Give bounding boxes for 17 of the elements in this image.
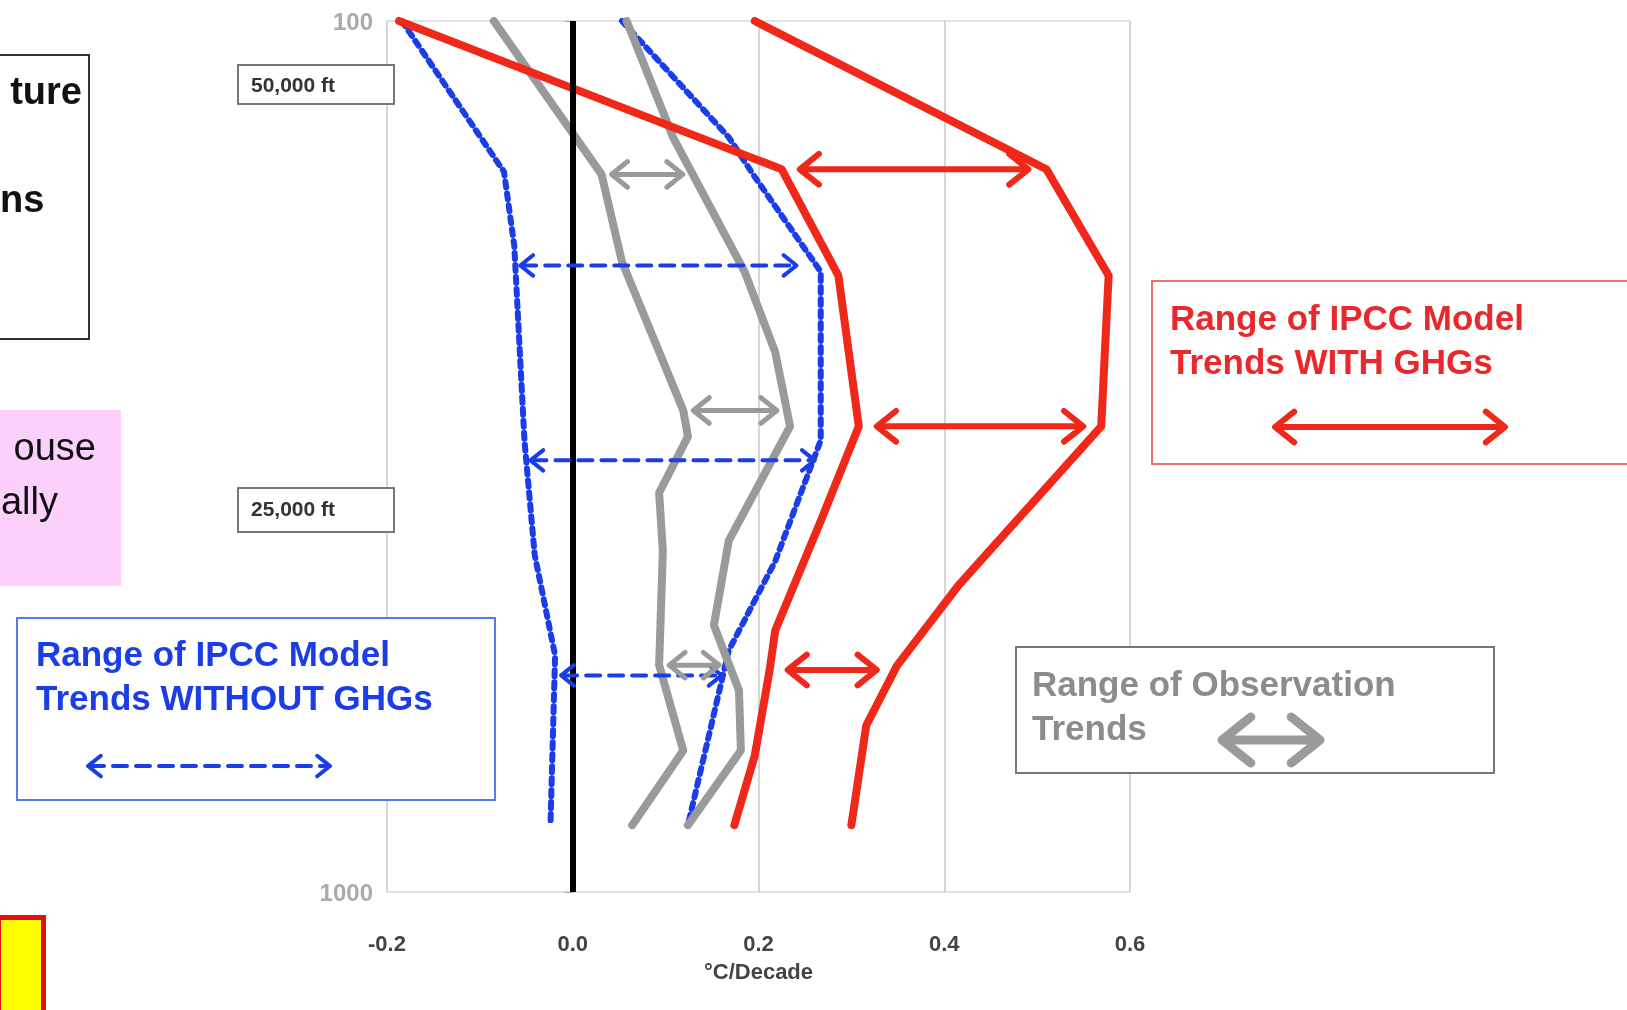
x-tick-label: 0.2 xyxy=(743,930,774,956)
text: Range of IPCC Model Trends WITH GHGs xyxy=(1170,297,1524,383)
x-tick-label: -0.2 xyxy=(368,930,406,956)
x-tick-label: 0.4 xyxy=(928,930,961,956)
text: ally xyxy=(0,479,58,524)
text: ouse xyxy=(12,425,96,470)
annotation: Range of Observation Trends xyxy=(1032,663,1396,749)
text: 50,000 ft xyxy=(251,72,336,98)
text: ture xyxy=(9,69,82,114)
y-tick-label: 100 xyxy=(332,7,373,35)
y-tick-label: 1000 xyxy=(319,878,373,906)
x-axis-title: °C/Decade xyxy=(703,958,814,984)
text: ns xyxy=(0,177,45,222)
x-tick-label: 0.0 xyxy=(557,930,589,956)
annotation: Range of IPCC Model Trends WITHOUT GHGs xyxy=(36,633,433,719)
x-tick-label: 0.6 xyxy=(1114,930,1146,956)
text: 25,000 ft xyxy=(251,496,336,522)
